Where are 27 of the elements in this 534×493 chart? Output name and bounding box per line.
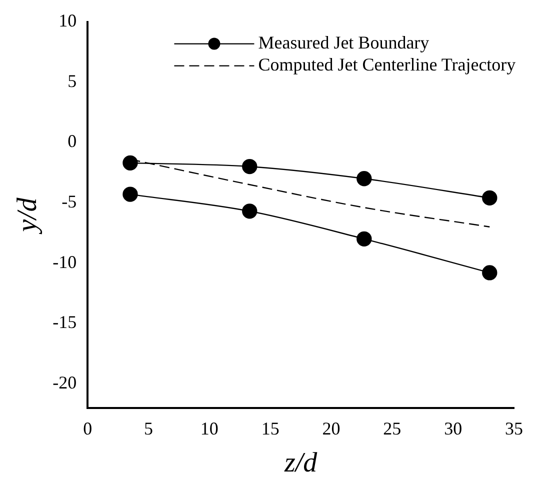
x-tick-label: 20 — [322, 418, 340, 438]
point — [356, 231, 372, 247]
point — [122, 155, 138, 171]
y-tick-label: 5 — [68, 70, 77, 91]
point — [482, 265, 498, 280]
point — [356, 171, 372, 186]
y-tick-label: -15 — [52, 312, 77, 332]
x-tick-label: 5 — [144, 418, 154, 438]
x-tick-label: 15 — [261, 418, 280, 438]
y-tick-label: -20 — [52, 372, 77, 392]
x-tick-label: 30 — [444, 418, 462, 438]
legend-label: Measured Jet Boundary — [258, 32, 430, 53]
x-axis-title: z/d — [283, 448, 318, 479]
point — [242, 158, 258, 174]
point — [242, 204, 258, 219]
x-tick-label: 0 — [83, 418, 92, 438]
y-axis-title: y/d — [12, 196, 44, 235]
legend-label: Computed Jet Centerline Trajectory — [258, 54, 516, 75]
x-tick-label: 10 — [200, 418, 218, 438]
point — [482, 190, 498, 206]
point — [122, 186, 138, 202]
y-tick-label: -5 — [62, 191, 77, 212]
x-tick-label: 25 — [383, 418, 402, 438]
y-tick-label: 10 — [58, 10, 77, 31]
y-tick-label: 0 — [68, 131, 77, 152]
y-tick-label: -10 — [52, 252, 77, 272]
x-tick-label: 35 — [505, 418, 523, 438]
